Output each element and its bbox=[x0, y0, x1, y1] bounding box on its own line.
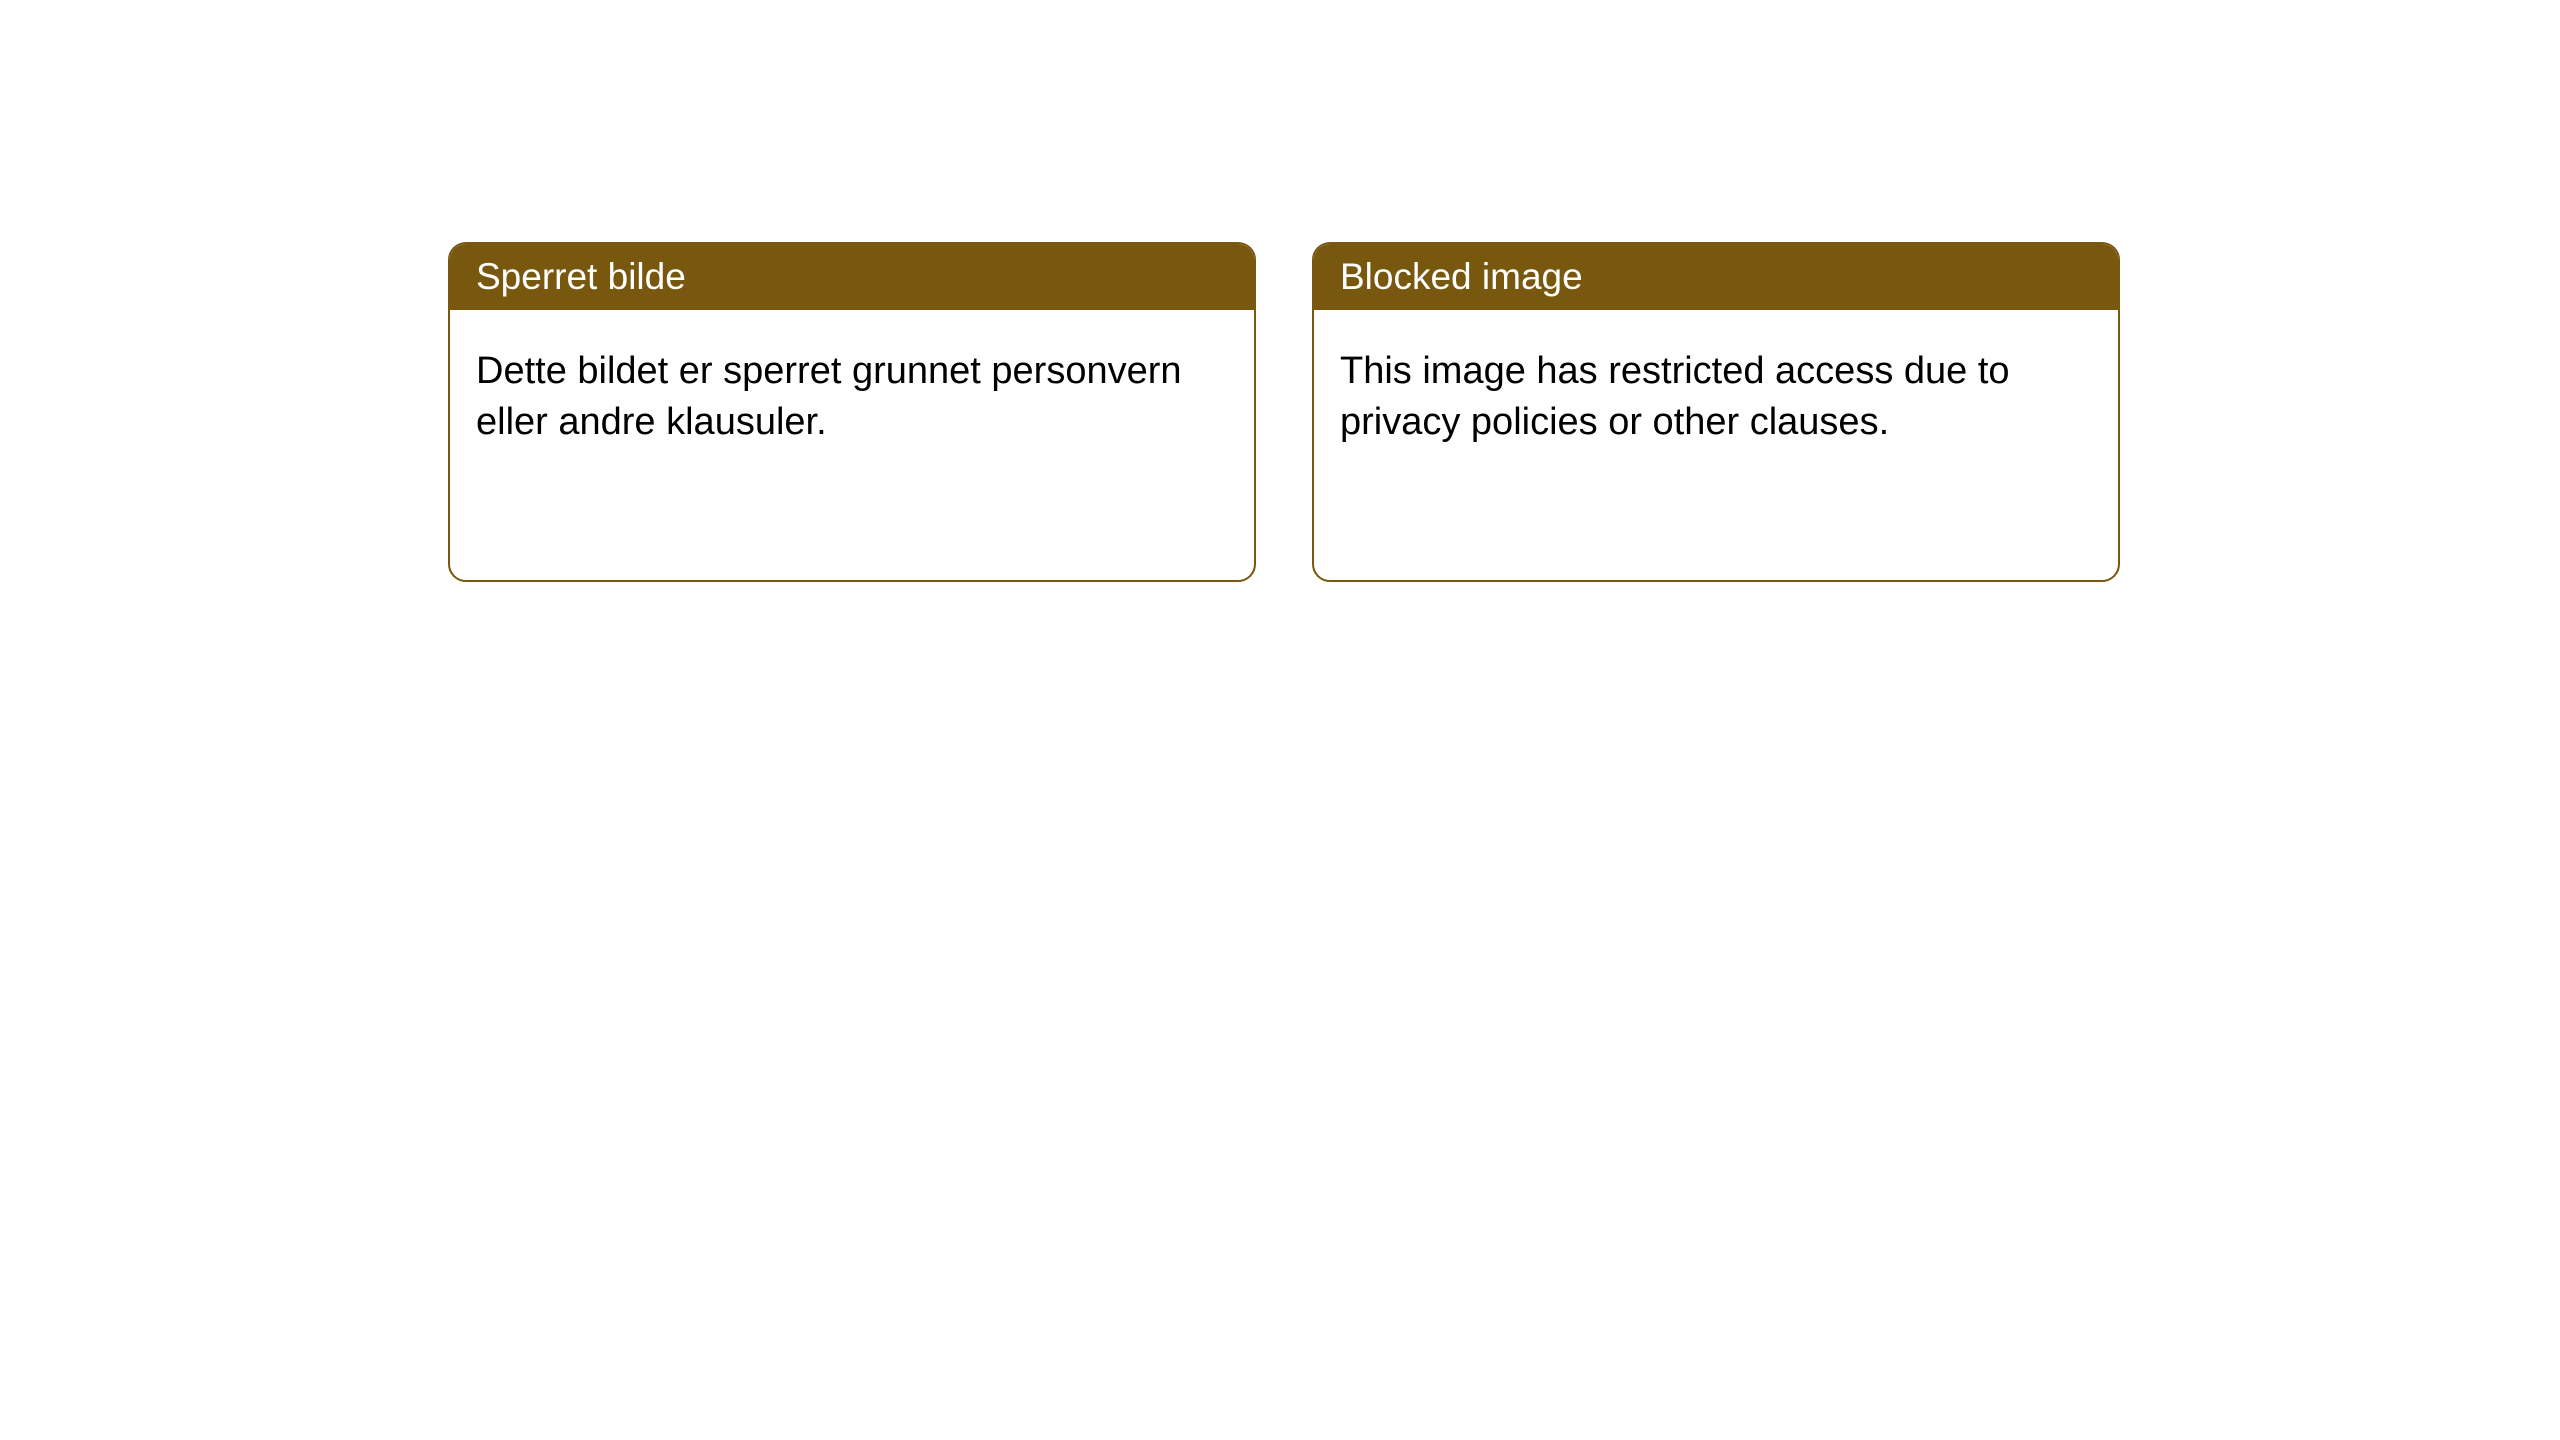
notice-title-no: Sperret bilde bbox=[450, 244, 1254, 310]
notice-container: Sperret bilde Dette bildet er sperret gr… bbox=[0, 0, 2560, 582]
notice-card-en: Blocked image This image has restricted … bbox=[1312, 242, 2120, 582]
notice-title-en: Blocked image bbox=[1314, 244, 2118, 310]
notice-body-no: Dette bildet er sperret grunnet personve… bbox=[450, 310, 1254, 580]
notice-card-no: Sperret bilde Dette bildet er sperret gr… bbox=[448, 242, 1256, 582]
notice-body-en: This image has restricted access due to … bbox=[1314, 310, 2118, 580]
